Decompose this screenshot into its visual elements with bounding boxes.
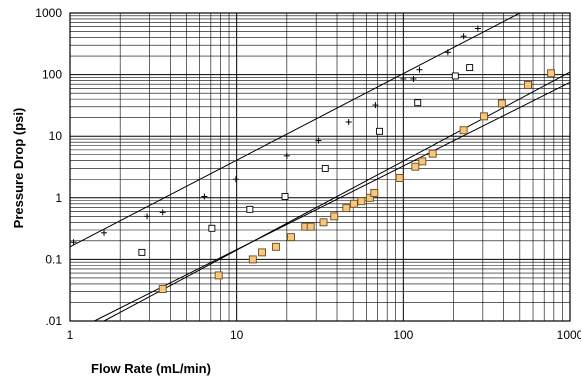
open-square-marker	[246, 205, 254, 213]
x-axis-title: Flow Rate (mL/min)	[91, 361, 211, 376]
trend-line	[103, 71, 571, 322]
plus-marker	[416, 66, 423, 73]
open-square-marker	[376, 127, 384, 135]
open-square-marker	[466, 64, 474, 72]
plus-marker	[410, 75, 417, 82]
trend-lines	[69, 12, 571, 322]
y-tick-label: 1000	[35, 6, 62, 20]
filled-square-marker	[306, 222, 315, 231]
filled-square-marker	[357, 197, 366, 206]
filled-square-marker	[349, 199, 358, 208]
plus-marker	[201, 193, 208, 200]
plus-marker	[400, 75, 407, 82]
plus-marker	[144, 213, 151, 220]
filled-square-marker	[524, 80, 532, 89]
filled-square-marker	[480, 112, 488, 121]
filled-square-marker	[248, 255, 257, 264]
plus-marker	[372, 102, 379, 109]
x-tick-label: 100	[393, 328, 413, 342]
plus-marker	[283, 152, 290, 159]
trend-line	[69, 12, 521, 248]
plus-marker	[444, 49, 451, 56]
trend-line	[94, 81, 571, 322]
plus-marker	[159, 209, 166, 216]
filled-square-marker	[497, 99, 506, 108]
filled-square-marker	[342, 204, 351, 213]
open-square-marker	[414, 99, 422, 107]
plus-marker	[70, 239, 77, 246]
filled-square-marker	[287, 233, 296, 242]
filled-square-marker	[319, 218, 328, 227]
filled-square-marker	[418, 157, 427, 166]
plot-frame	[69, 12, 571, 322]
open-square-marker	[321, 164, 329, 172]
plus-marker	[315, 137, 322, 144]
x-tick-label: 10	[230, 328, 244, 342]
filled-square-marker	[395, 174, 404, 182]
filled-square-marker	[370, 188, 379, 197]
open-square-marker	[208, 224, 216, 232]
x-tick-label: 1	[67, 328, 74, 342]
filled-square-marker	[411, 162, 420, 171]
filled-square-marker	[459, 126, 468, 135]
y-tick-label: .01	[45, 314, 62, 328]
x-tick-label: 1000	[557, 328, 581, 342]
filled-square-marker	[330, 212, 339, 221]
filled-square-marker	[271, 242, 280, 251]
open-square-marker	[451, 72, 459, 80]
y-tick-label: 10	[49, 129, 63, 143]
x-tick-labels: 1 10 100 1000	[67, 328, 581, 342]
filled-square-marker	[158, 285, 167, 294]
open-square-marker	[281, 193, 289, 200]
plus-marker	[460, 33, 467, 40]
y-tick-label: 100	[42, 68, 62, 82]
y-axis-title: Pressure Drop (psi)	[11, 108, 26, 229]
filled-square-marker	[365, 193, 374, 202]
chart-grid	[69, 13, 570, 322]
filled-square-marker	[547, 69, 556, 78]
plus-marker	[101, 229, 108, 236]
y-tick-labels: 1000 100 10 1 0.1 .01	[35, 6, 62, 328]
data-points	[70, 25, 556, 294]
filled-square-marker	[214, 271, 223, 280]
filled-square-marker	[258, 248, 266, 257]
plus-marker	[474, 25, 481, 32]
filled-square-marker	[428, 149, 437, 158]
y-tick-label: 1	[55, 191, 62, 205]
plus-marker	[232, 176, 239, 183]
plus-marker	[345, 119, 352, 126]
open-square-marker	[138, 248, 146, 256]
y-tick-label: 0.1	[45, 252, 62, 266]
